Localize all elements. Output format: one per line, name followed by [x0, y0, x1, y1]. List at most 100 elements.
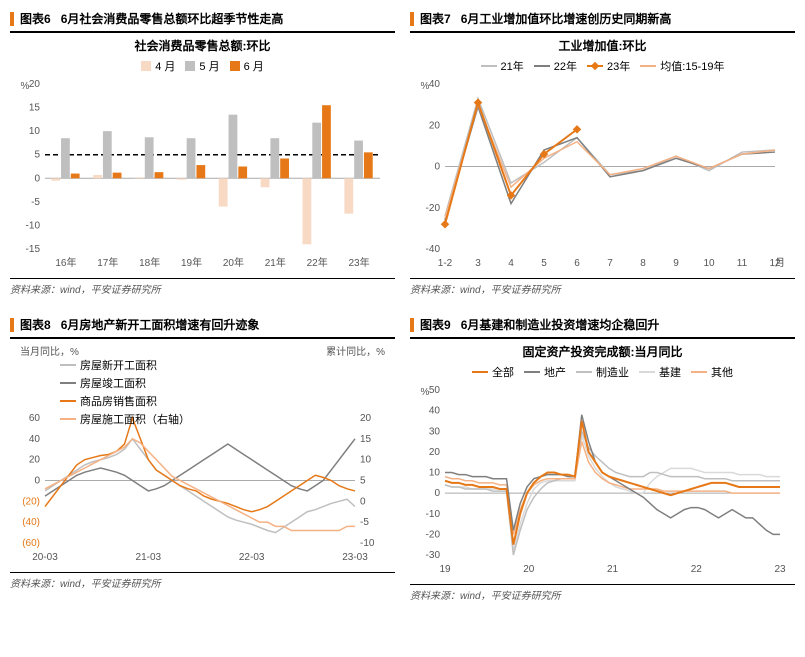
svg-text:-20: -20	[426, 529, 441, 540]
svg-text:30: 30	[429, 426, 441, 437]
legend-item: 基建	[639, 364, 681, 380]
chart-9: 固定资产投资完成额:当月同比 全部地产制造业基建其他 -30-20-100102…	[410, 343, 795, 580]
legend-swatch	[640, 65, 656, 67]
panel-9-footer: 资料来源：wind，平安证券研究所	[410, 584, 795, 602]
svg-text:-10: -10	[426, 509, 441, 520]
panel-title: 6月工业增加值环比增速创历史同期新高	[461, 10, 672, 27]
legend-item: 4 月	[141, 58, 175, 74]
accent-bar	[410, 12, 414, 26]
svg-text:-10: -10	[26, 220, 41, 231]
legend-label: 6 月	[244, 58, 264, 74]
svg-text:20-03: 20-03	[32, 552, 58, 563]
svg-text:23年: 23年	[349, 256, 370, 269]
legend-item: 6 月	[230, 58, 264, 74]
panel-num: 图表9	[420, 316, 451, 333]
accent-bar	[410, 318, 414, 332]
legend-label: 制造业	[596, 364, 629, 380]
svg-text:22年: 22年	[307, 256, 328, 269]
svg-text:-10: -10	[360, 538, 375, 549]
legend-label: 其他	[711, 364, 733, 380]
svg-text:0: 0	[34, 173, 40, 184]
panel-7-footer: 资料来源：wind，平安证券研究所	[410, 278, 795, 296]
legend-item: 房屋竣工面积	[60, 375, 146, 391]
legend-swatch	[534, 65, 550, 67]
legend-item: 均值:15-19年	[640, 58, 724, 74]
chart-8: 当月同比，% 累计同比，% 房屋新开工面积房屋竣工面积商品房销售面积房屋施工面积…	[10, 343, 395, 568]
svg-text:%: %	[21, 81, 30, 92]
svg-text:20: 20	[360, 413, 372, 424]
svg-text:10: 10	[703, 258, 715, 269]
svg-text:-5: -5	[31, 197, 40, 208]
svg-text:(20): (20)	[22, 496, 40, 507]
svg-text:6: 6	[574, 258, 580, 269]
svg-text:15: 15	[360, 434, 372, 445]
chart-9-svg: -30-20-1001020304050%1920212223	[410, 380, 790, 580]
svg-text:40: 40	[429, 79, 441, 90]
legend-swatch	[60, 418, 76, 420]
svg-text:16年: 16年	[55, 256, 76, 269]
svg-text:-30: -30	[426, 550, 441, 561]
chart-7-svg: -40-2002040%1-23456789101112月	[410, 74, 790, 274]
svg-text:50: 50	[429, 385, 441, 396]
legend-item: 5 月	[185, 58, 219, 74]
legend-swatch	[230, 61, 240, 71]
chart-8-axis-labels: 当月同比，% 累计同比，%	[10, 343, 395, 358]
panel-9: 图表9 6月基建和制造业投资增速均企稳回升 固定资产投资完成额:当月同比 全部地…	[410, 316, 795, 602]
legend-swatch	[60, 400, 76, 402]
legend-label: 房屋新开工面积	[80, 357, 157, 373]
panel-6-footer: 资料来源：wind，平安证券研究所	[10, 278, 395, 296]
legend-swatch	[639, 371, 655, 373]
legend-swatch	[60, 382, 76, 384]
svg-text:21-03: 21-03	[136, 552, 162, 563]
svg-text:20年: 20年	[223, 256, 244, 269]
svg-text:20: 20	[29, 79, 41, 90]
legend-label: 5 月	[199, 58, 219, 74]
svg-text:40: 40	[429, 406, 441, 417]
svg-text:7: 7	[607, 258, 613, 269]
chart-6-title: 社会消费品零售总额:环比	[10, 37, 395, 54]
panel-7-header: 图表7 6月工业增加值环比增速创历史同期新高	[410, 10, 795, 33]
panel-9-header: 图表9 6月基建和制造业投资增速均企稳回升	[410, 316, 795, 339]
legend-swatch	[587, 65, 603, 67]
svg-text:3: 3	[475, 258, 481, 269]
svg-text:0: 0	[434, 162, 440, 173]
panel-8-footer: 资料来源：wind，平安证券研究所	[10, 572, 395, 590]
legend-swatch	[472, 371, 488, 373]
left-axis-label: 当月同比，%	[20, 343, 79, 358]
legend-swatch	[60, 364, 76, 366]
panel-num: 图表6	[20, 10, 51, 27]
svg-text:10: 10	[429, 468, 441, 479]
legend-swatch	[524, 371, 540, 373]
legend-item: 全部	[472, 364, 514, 380]
panel-title: 6月房地产新开工面积增速有回升迹象	[61, 316, 260, 333]
legend-label: 21年	[501, 58, 524, 74]
legend-swatch	[481, 65, 497, 67]
legend-label: 23年	[607, 58, 630, 74]
svg-text:23: 23	[774, 564, 786, 575]
chart-6-legend: 4 月 5 月 6 月	[10, 58, 395, 74]
svg-text:22: 22	[691, 564, 703, 575]
chart-9-title: 固定资产投资完成额:当月同比	[410, 343, 795, 360]
svg-text:11: 11	[737, 258, 748, 269]
panel-title: 6月基建和制造业投资增速均企稳回升	[461, 316, 660, 333]
legend-item: 制造业	[576, 364, 629, 380]
svg-text:21: 21	[607, 564, 619, 575]
svg-text:20: 20	[429, 120, 441, 131]
legend-label: 22年	[554, 58, 577, 74]
svg-text:17年: 17年	[97, 256, 118, 269]
accent-bar	[10, 12, 14, 26]
chart-7: 工业增加值:环比 21年22年23年均值:15-19年 -40-2002040%…	[410, 37, 795, 274]
svg-text:%: %	[421, 387, 430, 398]
svg-text:%: %	[421, 81, 430, 92]
svg-text:5: 5	[360, 476, 366, 487]
svg-text:15: 15	[29, 103, 41, 114]
svg-text:0: 0	[360, 496, 366, 507]
legend-label: 均值:15-19年	[660, 58, 724, 74]
panel-title: 6月社会消费品零售总额环比超季节性走高	[61, 10, 284, 27]
legend-item: 其他	[691, 364, 733, 380]
legend-label: 商品房销售面积	[80, 393, 157, 409]
svg-text:4: 4	[508, 258, 514, 269]
right-axis-label: 累计同比，%	[326, 343, 385, 358]
legend-item: 房屋新开工面积	[60, 357, 157, 373]
legend-swatch	[691, 371, 707, 373]
